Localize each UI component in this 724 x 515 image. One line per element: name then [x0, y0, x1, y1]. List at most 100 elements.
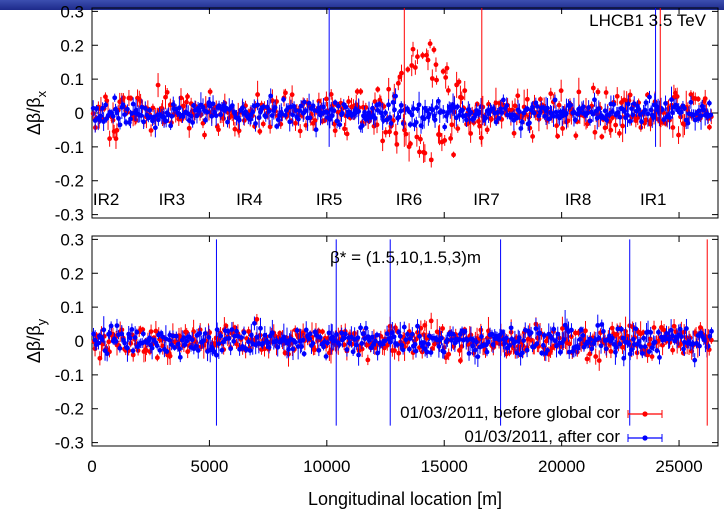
- data-point: [429, 76, 435, 81]
- data-point: [478, 327, 484, 333]
- data-point: [443, 355, 449, 361]
- data-point: [450, 331, 456, 337]
- data-point: [554, 123, 560, 129]
- data-point: [384, 342, 390, 348]
- data-point: [134, 329, 140, 335]
- data-point: [101, 119, 107, 124]
- data-point: [545, 105, 550, 111]
- data-point: [500, 97, 506, 103]
- data-point: [678, 109, 684, 115]
- data-point: [412, 341, 418, 347]
- data-point: [538, 96, 543, 102]
- data-point: [627, 118, 633, 124]
- data-point: [551, 326, 557, 332]
- data-point: [125, 345, 130, 351]
- data-point: [207, 89, 213, 95]
- data-point: [383, 129, 389, 135]
- data-point: [231, 338, 237, 344]
- data-point: [656, 329, 661, 335]
- data-point: [301, 99, 307, 105]
- ir-label: IR2: [93, 190, 119, 209]
- data-point: [400, 121, 406, 127]
- data-point: [441, 349, 447, 355]
- bottom-y-label-main: Δβ/β: [24, 325, 44, 363]
- data-point: [374, 122, 380, 128]
- data-point: [392, 107, 397, 113]
- data-point: [406, 109, 412, 115]
- data-point: [337, 122, 343, 128]
- data-point: [98, 113, 104, 119]
- data-point: [295, 116, 301, 122]
- x-tick-label: 15000: [421, 457, 468, 476]
- beam-energy-annotation: LHCB1 3.5 TeV: [589, 11, 707, 30]
- panel-vertical-beta: 0.3 0.2 0.1 0 -0.1 -0.2 -0.3 β* = (1.5,10,1.5,…: [24, 230, 719, 453]
- data-point: [104, 351, 110, 357]
- data-point: [186, 125, 192, 131]
- data-point: [398, 108, 403, 114]
- data-point: [459, 95, 465, 101]
- data-point: [203, 117, 208, 123]
- y-tick-label: 0.2: [60, 36, 84, 55]
- data-point: [688, 92, 694, 97]
- ir-label: IR5: [316, 190, 342, 209]
- data-point: [108, 323, 114, 329]
- data-point: [573, 133, 579, 139]
- data-point: [392, 348, 397, 353]
- data-point: [407, 336, 413, 341]
- data-point: [94, 106, 99, 111]
- data-point: [241, 118, 247, 123]
- data-point: [117, 345, 123, 351]
- data-point: [194, 113, 200, 119]
- data-point: [587, 118, 593, 124]
- data-point: [678, 114, 683, 120]
- data-point: [457, 348, 462, 353]
- data-point: [496, 115, 502, 121]
- data-point: [567, 341, 572, 347]
- data-point: [218, 333, 224, 339]
- data-point: [177, 354, 183, 360]
- data-point: [155, 82, 161, 88]
- data-point: [247, 348, 253, 353]
- data-point: [620, 344, 625, 350]
- data-point: [127, 335, 133, 341]
- data-point: [278, 121, 284, 127]
- data-point: [528, 337, 534, 343]
- data-point: [310, 340, 316, 346]
- data-point: [204, 109, 210, 115]
- data-point: [684, 326, 689, 331]
- data-point: [170, 102, 176, 107]
- data-point: [421, 116, 427, 122]
- data-point: [698, 113, 704, 119]
- data-point: [181, 335, 187, 341]
- ir-label: IR4: [236, 190, 262, 209]
- data-point: [336, 342, 342, 347]
- data-point: [646, 349, 652, 354]
- data-point: [184, 338, 190, 344]
- data-point: [289, 92, 295, 98]
- data-point: [306, 100, 312, 106]
- data-point: [254, 316, 260, 322]
- data-point: [169, 342, 175, 348]
- data-point: [312, 118, 318, 123]
- data-point: [596, 358, 602, 364]
- y-tick-label: -0.1: [55, 366, 84, 385]
- y-tick-label: -0.2: [55, 400, 84, 419]
- data-point: [209, 113, 215, 119]
- data-point: [448, 136, 454, 141]
- data-point: [176, 105, 182, 111]
- data-point: [257, 129, 263, 134]
- data-point: [240, 105, 246, 111]
- data-point: [437, 132, 442, 138]
- data-point: [634, 350, 640, 356]
- data-point: [375, 350, 381, 356]
- data-point: [380, 138, 386, 144]
- data-point: [608, 349, 614, 354]
- data-point: [348, 334, 354, 340]
- data-point: [312, 347, 318, 353]
- data-point: [462, 88, 468, 94]
- top-y-label-sub: x: [34, 90, 49, 97]
- data-point: [667, 115, 673, 120]
- data-point: [368, 345, 374, 351]
- data-point: [301, 351, 307, 357]
- data-point: [236, 117, 242, 123]
